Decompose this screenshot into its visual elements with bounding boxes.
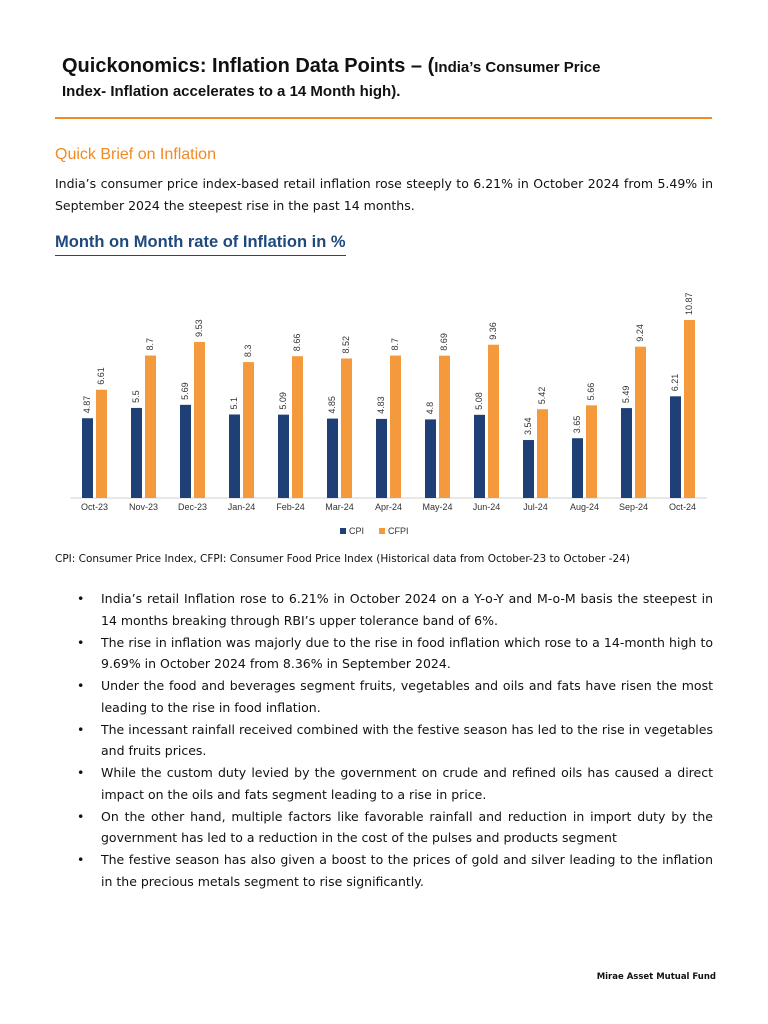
x-tick-label: Apr-24	[375, 502, 402, 512]
x-tick-label: Oct-23	[81, 502, 108, 512]
bar	[180, 404, 191, 498]
legend-swatch	[340, 528, 346, 534]
bar	[243, 362, 254, 498]
legend-label: CPI	[349, 526, 364, 536]
bar	[488, 344, 499, 498]
bar	[327, 418, 338, 498]
bar	[474, 414, 485, 498]
title-sub: Index- Inflation accelerates to a 14 Mon…	[62, 83, 401, 100]
bullet: The festive season has also given a boos…	[75, 849, 713, 892]
data-label: 4.8	[425, 402, 435, 415]
footer: Mirae Asset Mutual Fund	[596, 972, 716, 982]
bar	[439, 355, 450, 498]
bullet: The rise in inflation was majorly due to…	[75, 632, 713, 675]
title-sub: India’s Consumer Price	[434, 59, 601, 76]
x-tick-label: Nov-23	[129, 502, 158, 512]
data-label: 5.42	[537, 387, 547, 405]
x-tick-label: Aug-24	[570, 502, 599, 512]
bar	[537, 409, 548, 498]
data-label: 4.85	[327, 396, 337, 414]
title-main: Quickonomics: Inflation Data Points – (	[62, 55, 435, 77]
bar	[572, 438, 583, 498]
data-label: 6.21	[670, 374, 680, 392]
data-label: 8.7	[390, 338, 400, 351]
data-label: 9.53	[194, 319, 204, 337]
legend-swatch	[379, 528, 386, 534]
data-label: 8.3	[243, 345, 253, 358]
x-tick-label: Oct-24	[669, 502, 696, 512]
bullet: The incessant rainfall received combined…	[75, 719, 713, 762]
x-tick-label: May-24	[422, 502, 452, 512]
data-label: 5.08	[474, 392, 484, 410]
data-label: 8.52	[341, 336, 351, 354]
data-label: 9.24	[635, 324, 645, 342]
bar	[425, 419, 436, 498]
caption: CPI: Consumer Price Index, CFPI: Consume…	[55, 553, 631, 565]
bar	[341, 358, 352, 498]
data-label: 5.66	[586, 383, 596, 401]
bullet: While the custom duty levied by the gove…	[75, 762, 713, 805]
bullet: On the other hand, multiple factors like…	[75, 806, 713, 849]
data-label: 8.69	[439, 333, 449, 351]
rule	[55, 117, 712, 119]
x-tick-label: Feb-24	[276, 502, 305, 512]
data-label: 6.61	[96, 367, 106, 385]
bar	[376, 418, 387, 498]
bullet: Under the food and beverages segment fru…	[75, 675, 713, 718]
data-label: 5.5	[131, 390, 141, 403]
bar	[194, 341, 205, 498]
bar	[278, 414, 289, 498]
bar	[635, 346, 646, 498]
data-label: 4.83	[376, 396, 386, 414]
bar	[670, 396, 681, 498]
bar	[390, 355, 401, 498]
bar	[523, 440, 534, 498]
bar	[131, 407, 142, 498]
data-label: 9.36	[488, 322, 498, 340]
bullet-list: India’s retail Inflation rose to 6.21% i…	[75, 588, 713, 893]
bar	[621, 408, 632, 498]
data-label: 10.87	[684, 292, 694, 315]
bar	[145, 355, 156, 498]
data-label: 5.69	[180, 382, 190, 400]
section-heading: Month on Month rate of Inflation in %	[55, 233, 346, 256]
x-tick-label: Jan-24	[228, 502, 256, 512]
bar	[292, 356, 303, 498]
data-label: 5.49	[621, 386, 631, 404]
section-heading: Quick Brief on Inflation	[55, 146, 216, 163]
x-tick-label: Jun-24	[473, 502, 501, 512]
data-label: 8.7	[145, 338, 155, 351]
bar	[229, 414, 240, 498]
bar	[586, 405, 597, 498]
bar	[82, 418, 93, 498]
legend-label: CFPI	[388, 526, 409, 536]
data-label: 8.66	[292, 334, 302, 352]
x-tick-label: Jul-24	[523, 502, 548, 512]
x-tick-label: Sep-24	[619, 502, 648, 512]
bullet: India’s retail Inflation rose to 6.21% i…	[75, 588, 713, 631]
title: Quickonomics: Inflation Data Points – (I…	[62, 54, 722, 104]
bar	[96, 389, 107, 498]
chart: Oct-23 4.87 6.61 Nov-23 5.5 8.7 Dec-23 5.69 9.53…	[70, 292, 707, 536]
x-tick-label: Dec-23	[178, 502, 207, 512]
data-label: 3.54	[523, 418, 533, 436]
data-label: 5.1	[229, 397, 239, 410]
paragraph: India’s consumer price index-based retai…	[55, 176, 713, 213]
x-tick-label: Mar-24	[325, 502, 354, 512]
data-label: 4.87	[82, 396, 92, 414]
bar	[684, 320, 695, 498]
data-label: 5.09	[278, 392, 288, 410]
data-label: 3.65	[572, 416, 582, 434]
